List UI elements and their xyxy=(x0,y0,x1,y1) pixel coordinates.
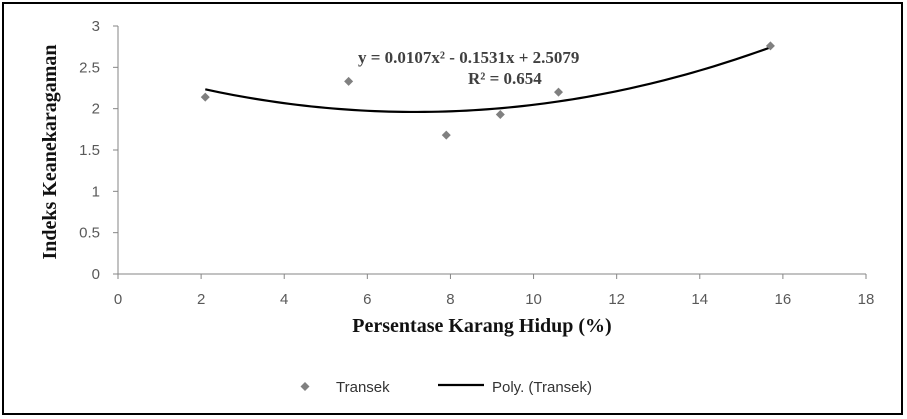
data-points xyxy=(200,41,775,140)
y-tick-label: 0.5 xyxy=(79,225,100,242)
x-tick-label: 6 xyxy=(363,291,371,308)
y-tick-label: 2 xyxy=(92,101,100,118)
x-tick-label: 4 xyxy=(280,291,288,308)
data-point xyxy=(765,41,775,51)
x-tick-label: 12 xyxy=(608,291,625,308)
x-ticks: 0 2 4 6 8 10 12 14 16 18 xyxy=(114,274,875,308)
x-tick-label: 14 xyxy=(691,291,708,308)
legend-label-transek: Transek xyxy=(336,379,390,396)
y-axis-title: Indeks Keanekaragaman xyxy=(39,44,61,259)
y-tick-label: 2.5 xyxy=(79,59,100,76)
y-tick-label: 3 xyxy=(92,18,100,35)
legend: Transek Poly. (Transek) xyxy=(300,379,592,396)
data-point xyxy=(441,130,451,140)
x-axis-title: Persentase Karang Hidup (%) xyxy=(352,315,611,337)
x-tick-label: 8 xyxy=(446,291,454,308)
trendline-r2: R² = 0.654 xyxy=(468,69,542,88)
x-tick-label: 16 xyxy=(775,291,792,308)
trendline-equation: y = 0.0107x² - 0.1531x + 2.5079 xyxy=(358,48,579,67)
y-tick-label: 1.5 xyxy=(79,142,100,159)
legend-label-poly: Poly. (Transek) xyxy=(492,379,592,396)
data-point xyxy=(344,76,354,86)
legend-marker-transek xyxy=(300,382,310,391)
y-tick-label: 0 xyxy=(92,266,100,283)
data-point xyxy=(200,92,210,102)
trendline xyxy=(205,46,771,114)
data-point xyxy=(553,87,563,97)
x-tick-label: 0 xyxy=(114,291,122,308)
y-ticks: 0 0.5 1 1.5 2 2.5 3 xyxy=(79,18,118,283)
x-tick-label: 2 xyxy=(197,291,205,308)
x-tick-label: 10 xyxy=(525,291,542,308)
chart-frame xyxy=(2,2,903,415)
data-point xyxy=(495,109,505,119)
y-tick-label: 1 xyxy=(92,183,100,200)
x-tick-label: 18 xyxy=(858,291,875,308)
